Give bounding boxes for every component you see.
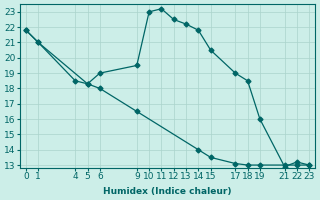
- X-axis label: Humidex (Indice chaleur): Humidex (Indice chaleur): [103, 187, 232, 196]
